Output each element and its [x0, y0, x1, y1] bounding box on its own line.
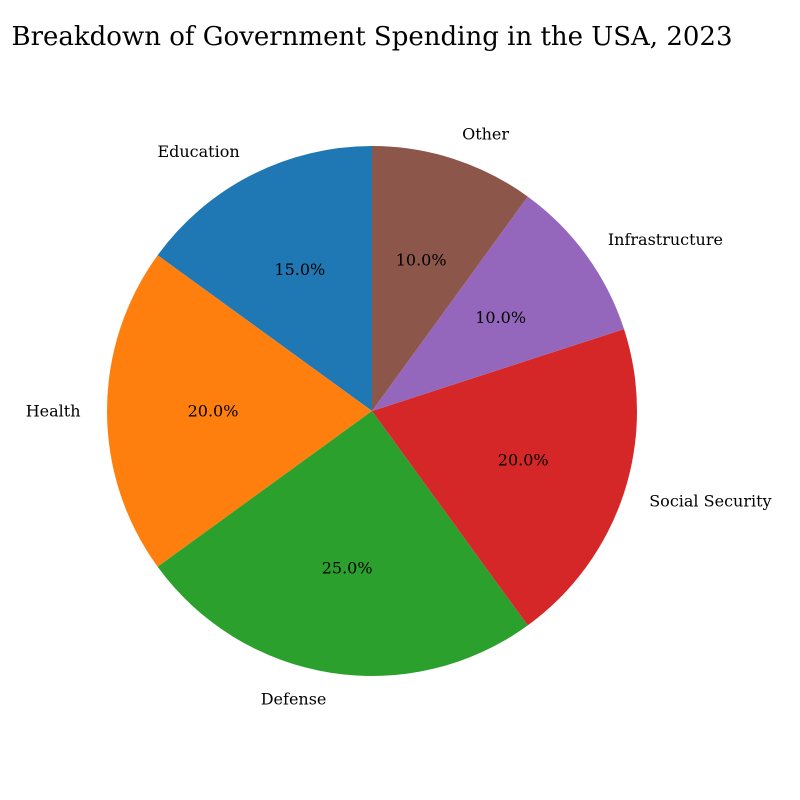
pie-slice-infrastructure	[372, 196, 625, 411]
pie-category-labels: Education Health Defense Social Security Inf…	[26, 124, 772, 708]
pie-label-health: Health	[26, 402, 81, 421]
pie-label-infrastructure: Infrastructure	[608, 230, 723, 249]
pie-slice-education	[157, 146, 372, 411]
pie-percent-other: 10.0%	[396, 250, 447, 269]
pie-slices	[106, 146, 637, 676]
pie-percent-social-security: 20.0%	[498, 451, 549, 470]
pie-label-education: Education	[157, 142, 239, 161]
pie-percent-labels: 15.0% 20.0% 25.0% 20.0% 10.0% 10.0%	[188, 250, 549, 577]
pie-slice-other	[372, 146, 528, 411]
chart-title: Breakdown of Government Spending in the …	[11, 22, 732, 52]
pie-label-defense: Defense	[261, 689, 327, 708]
pie-percent-defense: 25.0%	[322, 559, 373, 578]
pie-slice-health	[106, 255, 372, 567]
pie-percent-education: 15.0%	[274, 260, 325, 279]
pie-slice-defense	[157, 411, 528, 676]
pie-slice-social-security	[372, 329, 637, 626]
pie-label-other: Other	[462, 124, 509, 143]
pie-percent-health: 20.0%	[188, 402, 239, 421]
pie-label-social-security: Social Security	[649, 492, 771, 511]
pie-percent-infrastructure: 10.0%	[475, 308, 526, 327]
